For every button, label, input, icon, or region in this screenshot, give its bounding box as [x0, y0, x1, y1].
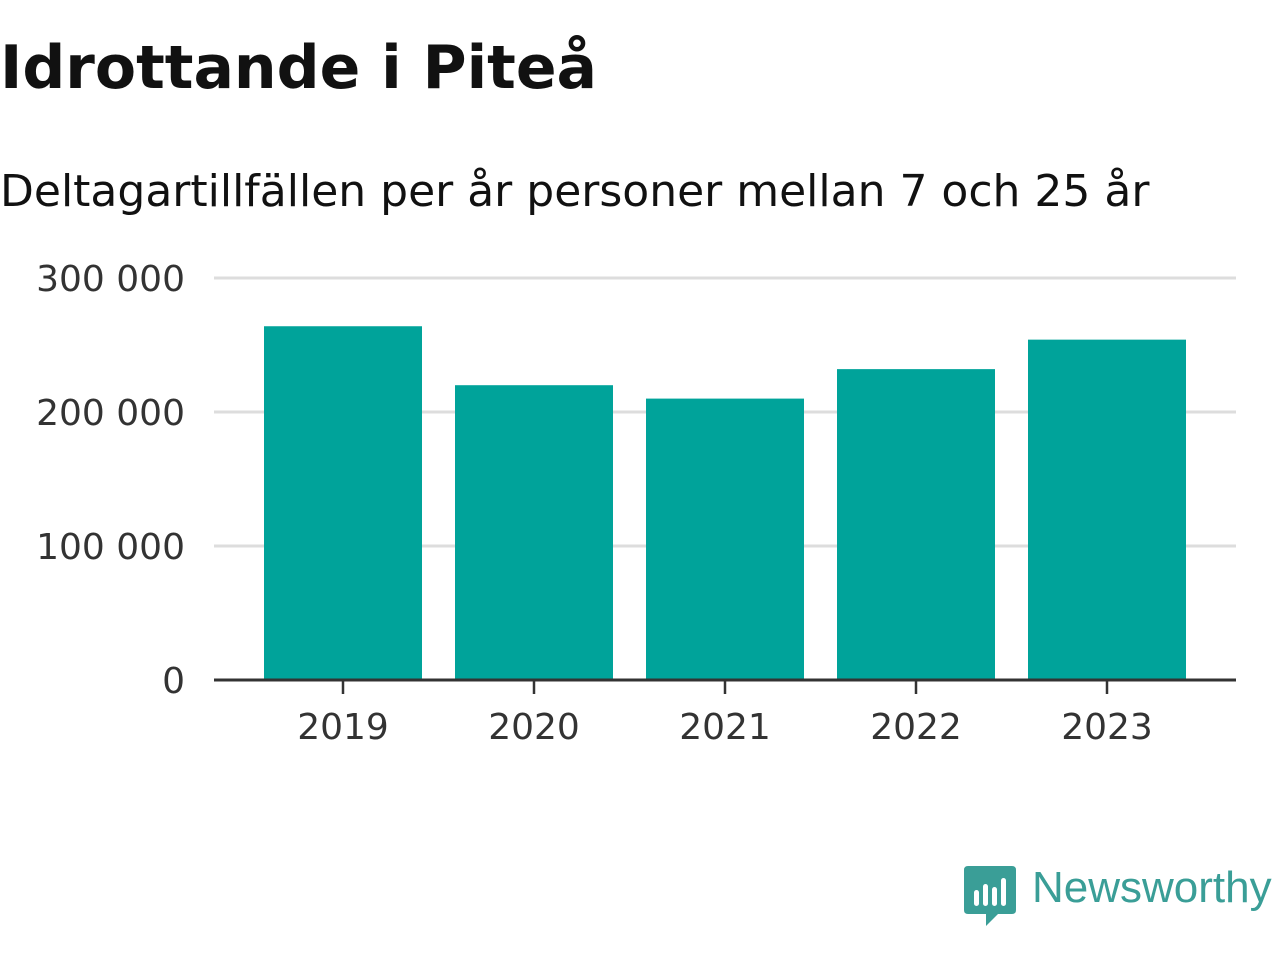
- bar-chart-speech-bubble-icon: [964, 866, 1016, 926]
- x-tick-label: 2023: [1061, 707, 1153, 748]
- chart-subtitle: Deltagartillfällen per år personer mella…: [0, 166, 1150, 217]
- x-tick-label: 2019: [297, 707, 389, 748]
- y-tick-label: 100 000: [36, 527, 185, 568]
- y-tick-label: 0: [162, 661, 185, 702]
- x-axis: [214, 678, 1236, 694]
- bar-2023: [1028, 339, 1186, 680]
- x-tick-label: 2020: [488, 707, 580, 748]
- chart-title: Idrottande i Piteå: [0, 33, 598, 103]
- bars: [264, 326, 1186, 680]
- y-tick-label: 200 000: [36, 393, 185, 434]
- x-tick-label: 2021: [679, 707, 771, 748]
- y-tick-label: 300 000: [36, 259, 185, 300]
- bar-2022: [837, 369, 995, 680]
- bar-2021: [646, 398, 804, 680]
- bar-2020: [455, 385, 613, 680]
- x-tick-label: 2022: [870, 707, 962, 748]
- x-tick-labels: 2019 2020 2021 2022 2023: [297, 707, 1153, 748]
- y-tick-labels: 0 100 000 200 000 300 000: [36, 259, 185, 702]
- logo-text: Newsworthy: [1032, 863, 1272, 912]
- bar-2019: [264, 326, 422, 680]
- newsworthy-logo: Newsworthy: [964, 864, 1280, 928]
